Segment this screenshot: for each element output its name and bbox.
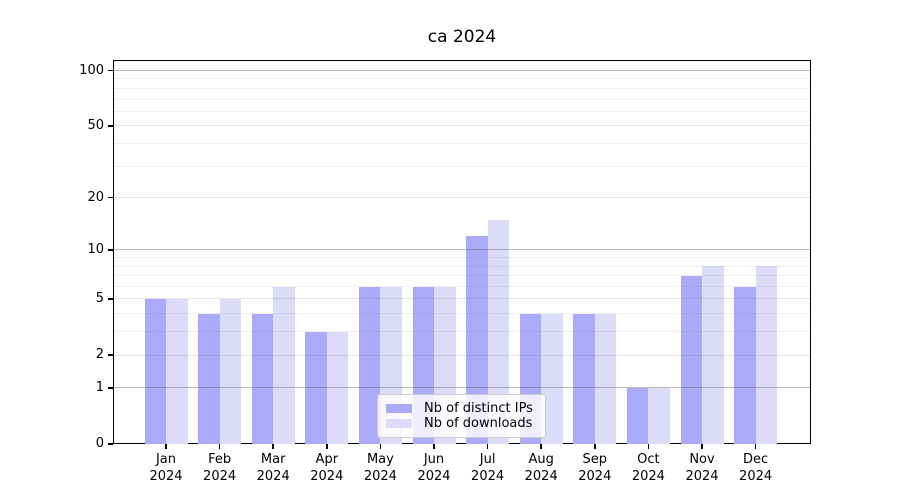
x-tick-dec bbox=[754, 444, 757, 449]
x-tick-label-jan: Jan 2024 bbox=[149, 452, 183, 484]
bar-distinct-ips-nov bbox=[680, 275, 702, 444]
bar-distinct-ips-may bbox=[358, 286, 381, 444]
y-tick-5 bbox=[108, 298, 113, 300]
x-tick-apr bbox=[326, 444, 328, 449]
x-tick-label-aug: Aug 2024 bbox=[524, 452, 558, 484]
bar-downloads-apr bbox=[326, 331, 349, 444]
bar-distinct-ips-apr bbox=[305, 331, 327, 444]
y-tick-label-2: 2 bbox=[95, 347, 104, 363]
gridline-10 bbox=[113, 249, 811, 251]
y-tick-1 bbox=[108, 387, 113, 389]
gridline-60 bbox=[113, 110, 811, 112]
bar-distinct-ips-oct bbox=[626, 387, 649, 444]
plot-area: Nb of distinct IPs Nb of downloads bbox=[113, 60, 811, 444]
y-tick-100 bbox=[108, 69, 113, 72]
gridline-100 bbox=[113, 70, 811, 71]
gridline-9 bbox=[113, 257, 811, 259]
gridline-90 bbox=[113, 78, 811, 80]
chart-title: ca 2024 bbox=[427, 27, 497, 47]
bar-distinct-ips-dec bbox=[734, 286, 756, 444]
legend-label-distinct-ips: Nb of distinct IPs bbox=[424, 401, 533, 416]
x-tick-label-jul: Jul 2024 bbox=[471, 452, 505, 484]
bar-downloads-nov bbox=[702, 266, 724, 444]
legend: Nb of distinct IPs Nb of downloads bbox=[377, 394, 546, 438]
legend-swatch-downloads bbox=[386, 418, 412, 429]
y-tick-label-20: 20 bbox=[87, 189, 104, 205]
y-tick-20 bbox=[108, 196, 113, 199]
bar-downloads-jul bbox=[487, 219, 510, 444]
y-tick-label-5: 5 bbox=[95, 290, 104, 306]
bar-downloads-aug bbox=[541, 313, 563, 444]
x-tick-label-dec: Dec 2024 bbox=[739, 452, 773, 484]
gridline-30 bbox=[113, 165, 811, 167]
y-tick-label-10: 10 bbox=[87, 241, 104, 257]
x-tick-label-feb: Feb 2024 bbox=[203, 452, 237, 484]
x-tick-mar bbox=[272, 444, 274, 449]
bar-downloads-dec bbox=[755, 266, 778, 444]
bar-downloads-feb bbox=[219, 299, 242, 444]
legend-item-downloads: Nb of downloads bbox=[386, 416, 545, 431]
y-tick-2 bbox=[108, 354, 113, 356]
x-tick-label-mar: Mar 2024 bbox=[256, 452, 290, 484]
bar-downloads-mar bbox=[273, 286, 295, 444]
y-tick-label-100: 100 bbox=[79, 62, 104, 78]
bar-distinct-ips-mar bbox=[251, 313, 274, 444]
y-tick-0 bbox=[108, 443, 113, 445]
y-tick-label-0: 0 bbox=[95, 436, 104, 451]
x-tick-feb bbox=[218, 444, 221, 449]
bar-distinct-ips-sep bbox=[573, 313, 595, 444]
gridline-70 bbox=[113, 98, 811, 100]
x-tick-jan bbox=[165, 444, 167, 449]
x-tick-may bbox=[379, 444, 382, 449]
legend-item-distinct-ips: Nb of distinct IPs bbox=[386, 401, 545, 416]
bar-downloads-jan bbox=[166, 299, 188, 444]
legend-swatch-distinct-ips bbox=[386, 403, 412, 414]
x-tick-oct bbox=[647, 444, 650, 449]
x-tick-aug bbox=[540, 444, 542, 449]
bar-distinct-ips-jan bbox=[144, 299, 166, 444]
y-tick-label-50: 50 bbox=[87, 117, 104, 133]
x-tick-label-may: May 2024 bbox=[363, 452, 397, 484]
gridline-80 bbox=[113, 87, 811, 89]
bar-downloads-oct bbox=[648, 387, 670, 444]
x-tick-label-oct: Oct 2024 bbox=[631, 452, 665, 484]
x-tick-jul bbox=[486, 444, 489, 449]
x-tick-label-nov: Nov 2024 bbox=[685, 452, 719, 484]
x-tick-sep bbox=[594, 444, 596, 449]
bar-distinct-ips-feb bbox=[198, 313, 220, 444]
gridline-20 bbox=[113, 197, 811, 199]
y-tick-50 bbox=[108, 125, 113, 127]
gridline-50 bbox=[113, 125, 811, 127]
y-tick-label-1: 1 bbox=[95, 379, 104, 395]
x-tick-nov bbox=[701, 444, 703, 449]
x-tick-jun bbox=[433, 444, 435, 449]
x-tick-label-jun: Jun 2024 bbox=[417, 452, 451, 484]
y-tick-10 bbox=[108, 249, 113, 251]
x-tick-label-apr: Apr 2024 bbox=[310, 452, 344, 484]
bar-downloads-sep bbox=[594, 313, 617, 444]
legend-label-downloads: Nb of downloads bbox=[424, 416, 533, 431]
x-tick-label-sep: Sep 2024 bbox=[578, 452, 612, 484]
bar-distinct-ips-jul bbox=[466, 236, 488, 444]
gridline-40 bbox=[113, 142, 811, 144]
